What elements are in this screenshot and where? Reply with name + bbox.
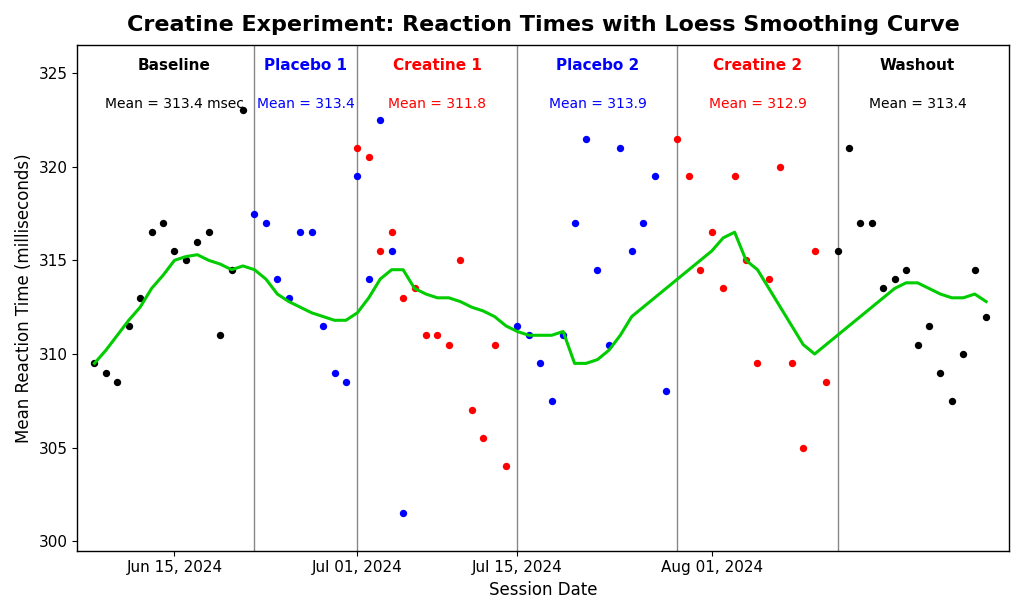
Point xyxy=(372,115,388,125)
Point xyxy=(314,321,331,331)
Point xyxy=(110,377,126,387)
Point xyxy=(944,396,961,406)
Point xyxy=(761,274,777,284)
Point xyxy=(349,171,366,181)
Point xyxy=(807,246,823,256)
Point xyxy=(635,218,651,228)
Point xyxy=(646,171,663,181)
Point xyxy=(360,274,377,284)
Point xyxy=(509,321,525,331)
Point xyxy=(429,330,445,340)
Point xyxy=(532,359,549,368)
Point xyxy=(578,134,594,144)
Point xyxy=(818,377,835,387)
Point xyxy=(452,255,468,265)
Point xyxy=(555,330,571,340)
Text: Mean = 312.9: Mean = 312.9 xyxy=(709,98,807,111)
Text: Mean = 311.8: Mean = 311.8 xyxy=(388,98,486,111)
Point xyxy=(258,218,274,228)
Point xyxy=(681,171,697,181)
Point xyxy=(395,508,412,518)
Point xyxy=(166,246,182,256)
Point xyxy=(440,340,457,349)
Point xyxy=(143,227,160,237)
Point xyxy=(498,462,514,472)
Text: Washout: Washout xyxy=(880,58,955,73)
Point xyxy=(97,368,114,378)
Point xyxy=(292,227,308,237)
Point xyxy=(360,152,377,162)
Point xyxy=(703,227,720,237)
Point xyxy=(349,143,366,153)
Point xyxy=(269,274,286,284)
Point xyxy=(967,265,983,274)
Point xyxy=(247,209,263,219)
Point xyxy=(234,106,251,115)
Point xyxy=(772,161,788,171)
Point xyxy=(978,312,994,322)
Point xyxy=(132,293,148,303)
Text: Mean = 313.4: Mean = 313.4 xyxy=(257,98,354,111)
Text: Creatine 2: Creatine 2 xyxy=(713,58,802,73)
Point xyxy=(589,265,605,274)
Point xyxy=(909,340,926,349)
Point xyxy=(566,218,583,228)
Point xyxy=(670,134,686,144)
Text: Mean = 313.4 msec: Mean = 313.4 msec xyxy=(105,98,244,111)
Point xyxy=(921,321,937,331)
Point xyxy=(486,340,503,349)
Point xyxy=(86,359,102,368)
Text: Mean = 313.9: Mean = 313.9 xyxy=(549,98,646,111)
Point xyxy=(338,377,354,387)
Point xyxy=(395,293,412,303)
Point xyxy=(372,246,388,256)
X-axis label: Session Date: Session Date xyxy=(488,581,597,599)
Point xyxy=(863,218,880,228)
Y-axis label: Mean Reaction Time (milliseconds): Mean Reaction Time (milliseconds) xyxy=(15,153,33,443)
Point xyxy=(898,265,914,274)
Point xyxy=(464,405,480,415)
Point xyxy=(750,359,766,368)
Point xyxy=(303,227,319,237)
Point xyxy=(383,246,399,256)
Point xyxy=(887,274,903,284)
Point xyxy=(178,255,195,265)
Point xyxy=(715,284,731,293)
Point xyxy=(841,143,857,153)
Point xyxy=(121,321,137,331)
Point xyxy=(726,171,742,181)
Point xyxy=(612,143,629,153)
Point xyxy=(383,227,399,237)
Point xyxy=(876,284,892,293)
Point xyxy=(624,246,640,256)
Point xyxy=(407,284,423,293)
Point xyxy=(418,330,434,340)
Text: Baseline: Baseline xyxy=(138,58,211,73)
Text: Creatine 1: Creatine 1 xyxy=(393,58,482,73)
Point xyxy=(829,246,846,256)
Point xyxy=(852,218,868,228)
Text: Placebo 1: Placebo 1 xyxy=(264,58,347,73)
Point xyxy=(544,396,560,406)
Point xyxy=(783,359,800,368)
Point xyxy=(475,433,492,443)
Point xyxy=(281,293,297,303)
Point xyxy=(955,349,972,359)
Point xyxy=(327,368,343,378)
Point xyxy=(657,387,674,397)
Point xyxy=(189,236,206,246)
Point xyxy=(601,340,617,349)
Text: Placebo 2: Placebo 2 xyxy=(556,58,639,73)
Point xyxy=(212,330,228,340)
Title: Creatine Experiment: Reaction Times with Loess Smoothing Curve: Creatine Experiment: Reaction Times with… xyxy=(127,15,959,35)
Point xyxy=(932,368,948,378)
Point xyxy=(692,265,709,274)
Point xyxy=(201,227,217,237)
Point xyxy=(795,443,811,453)
Point xyxy=(520,330,537,340)
Point xyxy=(155,218,171,228)
Point xyxy=(223,265,240,274)
Point xyxy=(738,255,755,265)
Text: Mean = 313.4: Mean = 313.4 xyxy=(868,98,967,111)
